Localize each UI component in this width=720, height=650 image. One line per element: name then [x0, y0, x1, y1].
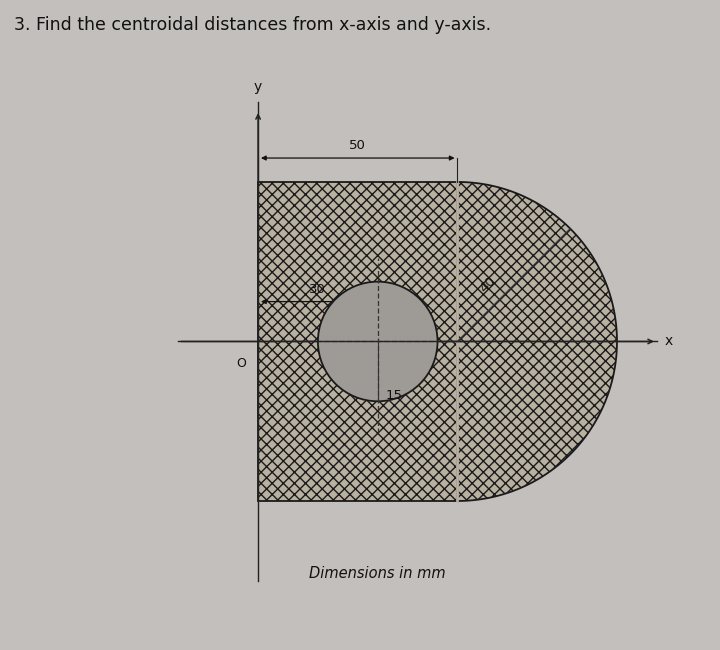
Text: y: y: [254, 80, 262, 94]
Text: 3. Find the centroidal distances from x-axis and y-axis.: 3. Find the centroidal distances from x-…: [14, 16, 492, 34]
Text: 30: 30: [310, 283, 326, 296]
Text: Dimensions in mm: Dimensions in mm: [310, 566, 446, 580]
Text: 50: 50: [349, 139, 366, 152]
Text: 15: 15: [386, 389, 402, 402]
Text: x: x: [665, 335, 673, 348]
Polygon shape: [457, 182, 617, 501]
Text: 40: 40: [477, 274, 498, 296]
Bar: [258, 182, 457, 501]
Circle shape: [318, 281, 438, 401]
Text: O: O: [236, 358, 246, 370]
